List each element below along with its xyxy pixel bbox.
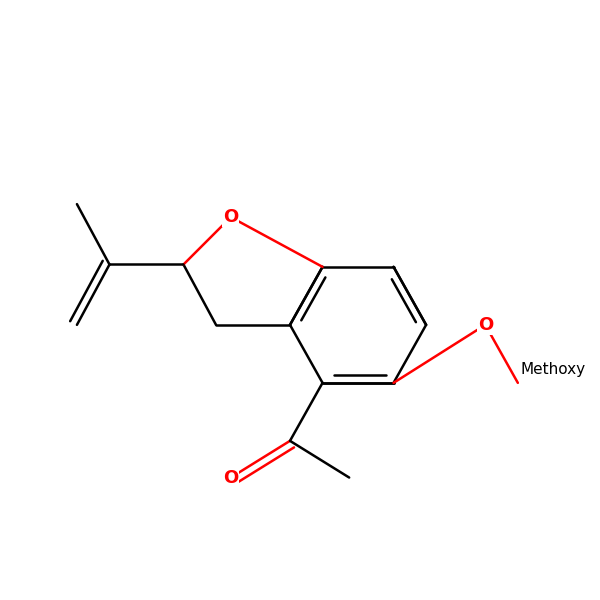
- Text: O: O: [478, 316, 493, 334]
- Text: O: O: [223, 208, 238, 226]
- Text: Methoxy: Methoxy: [521, 362, 586, 377]
- Text: O: O: [223, 469, 238, 487]
